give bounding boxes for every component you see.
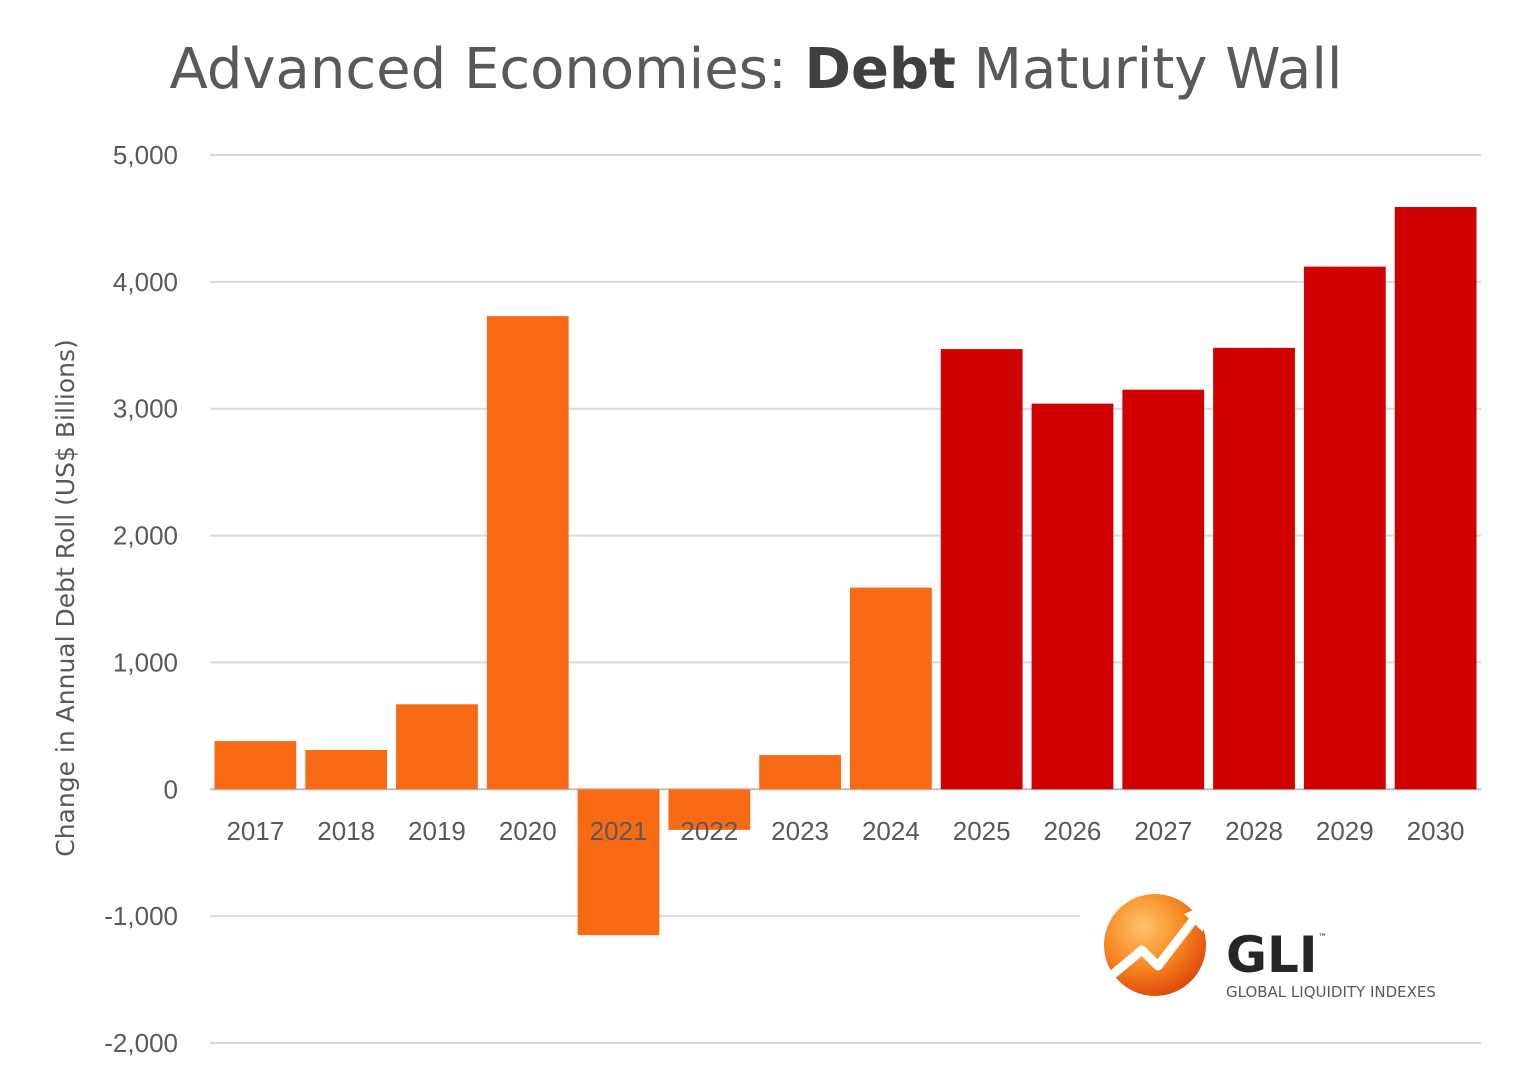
logo-trend-arrow-icon xyxy=(1107,913,1200,980)
y-tick-label: -2,000 xyxy=(104,1028,178,1058)
logo-sphere-icon xyxy=(1104,894,1206,996)
bar-2028 xyxy=(1213,347,1295,790)
y-tick-label: 2,000 xyxy=(113,521,178,551)
x-tick-label-2022: 2022 xyxy=(680,816,738,846)
bar-2021 xyxy=(577,789,660,936)
x-tick-label-2024: 2024 xyxy=(862,816,920,846)
y-tick-label: 1,000 xyxy=(113,647,178,677)
bar-2023 xyxy=(759,755,841,790)
x-tick-label-2027: 2027 xyxy=(1134,816,1192,846)
bar-2024 xyxy=(850,587,932,790)
bar-2026 xyxy=(1031,403,1114,790)
chart-title-bold: Debt xyxy=(805,37,956,102)
bar-2019 xyxy=(396,704,478,790)
chart-title-part-1: Advanced Economies: xyxy=(170,37,805,102)
y-tick-label: 0 xyxy=(164,774,178,804)
y-tick-label: 3,000 xyxy=(113,394,178,424)
x-axis-ticks: 2017 2018 2019 2020 2021 2022 2023 2024 2025 2026… xyxy=(226,816,1464,846)
x-tick-label-2023: 2023 xyxy=(771,816,829,846)
x-tick-label-2020: 2020 xyxy=(499,816,557,846)
x-tick-label-2025: 2025 xyxy=(953,816,1011,846)
logo-arrowhead-icon xyxy=(1184,905,1205,932)
logo-subtitle: GLOBAL LIQUIDITY INDEXES xyxy=(1226,983,1436,1001)
x-tick-label-2030: 2030 xyxy=(1407,816,1465,846)
gli-logo: GLI ™ GLOBAL LIQUIDITY INDEXES xyxy=(1080,880,1490,1005)
y-axis-title: Change in Annual Debt Roll (US$ Billions… xyxy=(51,339,80,857)
y-tick-label: -1,000 xyxy=(104,901,178,931)
y-tick-label: 5,000 xyxy=(113,140,178,170)
x-tick-label-2026: 2026 xyxy=(1044,816,1102,846)
bar-2017 xyxy=(214,741,297,790)
y-tick-label: 4,000 xyxy=(113,267,178,297)
chart-title-part-2: Maturity Wall xyxy=(956,37,1343,102)
x-tick-label-2021: 2021 xyxy=(590,816,648,846)
x-tick-label-2017: 2017 xyxy=(226,816,284,846)
bar-2030 xyxy=(1394,207,1477,790)
x-tick-label-2018: 2018 xyxy=(317,816,375,846)
bar-2025 xyxy=(940,349,1023,790)
y-axis-ticks: -2,000 -1,000 0 1,000 2,000 3,000 4,000 5,000 xyxy=(104,140,178,1058)
bars xyxy=(214,207,1477,936)
x-tick-label-2029: 2029 xyxy=(1316,816,1374,846)
chart-title: Advanced Economies: Debt Maturity Wall xyxy=(170,37,1343,102)
bar-2022 xyxy=(668,789,751,830)
logo-wordmark: GLI xyxy=(1226,926,1318,984)
bar-2020 xyxy=(486,316,569,790)
x-tick-label-2019: 2019 xyxy=(408,816,466,846)
bar-2018 xyxy=(305,749,388,790)
logo-trademark: ™ xyxy=(1318,933,1327,943)
x-tick-label-2028: 2028 xyxy=(1225,816,1283,846)
bar-2027 xyxy=(1122,389,1205,790)
bar-2029 xyxy=(1303,266,1386,790)
